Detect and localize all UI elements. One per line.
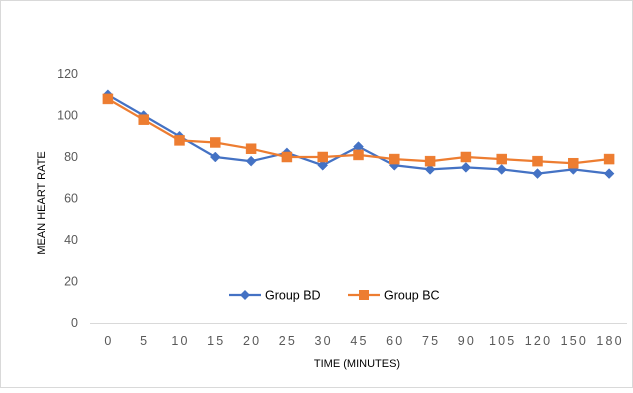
data-point-series-2	[174, 135, 185, 146]
legend-label: Group BC	[384, 289, 440, 303]
data-point-series-1	[424, 164, 436, 175]
data-point-series-2	[389, 153, 400, 165]
data-point-series-2	[424, 155, 436, 167]
x-tick-label: 75	[422, 334, 440, 348]
x-tick-label: 60	[386, 334, 404, 348]
x-tick-label: 90	[458, 334, 476, 348]
x-axis-title: TIME (MINUTES)	[314, 358, 400, 370]
x-tick-label: 180	[596, 334, 623, 348]
legend-item-2: Group BC	[348, 289, 440, 303]
legend-label: Group BD	[265, 289, 321, 303]
legend-item-1: Group BD	[229, 289, 321, 303]
x-tick-label: 25	[279, 334, 297, 348]
data-point-series-2	[138, 114, 149, 125]
series-layer	[102, 89, 615, 179]
legend-diamond-marker	[240, 290, 250, 300]
x-tick-label: 120	[525, 334, 552, 348]
y-tick-label: 120	[57, 67, 78, 81]
data-point-series-2	[245, 143, 257, 154]
x-tick-label: 10	[171, 334, 189, 348]
x-tick-label: 5	[140, 334, 149, 348]
y-tick-label: 80	[64, 150, 78, 164]
legend-square-marker	[359, 290, 369, 300]
x-tick-label: 30	[315, 334, 333, 348]
data-point-series-1	[460, 162, 472, 173]
data-point-series-1	[317, 159, 329, 171]
data-point-series-2	[210, 137, 221, 148]
data-point-series-2	[496, 153, 507, 165]
x-tick-label: 20	[243, 334, 261, 348]
data-point-series-2	[317, 151, 328, 163]
x-tick-label: 15	[207, 334, 225, 348]
axes: 0 20 40 60 80 100 120 0 5 10 15 20 25 30 45 60 75 90 105 12…	[57, 67, 627, 348]
data-point-series-2	[102, 93, 114, 105]
legend: Group BD Group BC	[229, 289, 440, 303]
data-point-series-2	[353, 149, 364, 161]
y-tick-label: 20	[64, 275, 78, 289]
data-point-series-1	[532, 168, 543, 179]
y-axis-title: MEAN HEART RATE	[36, 151, 48, 254]
data-point-series-1	[496, 164, 508, 175]
x-tick-label: 0	[104, 334, 113, 348]
data-point-series-2	[460, 151, 472, 163]
y-tick-label: 0	[71, 316, 78, 330]
y-tick-label: 100	[57, 109, 78, 123]
data-point-series-1	[209, 151, 221, 163]
x-tick-label: 105	[489, 334, 516, 348]
x-tick-label: 45	[350, 334, 368, 348]
data-point-series-2	[532, 155, 543, 167]
y-tick-label: 40	[64, 233, 78, 247]
data-point-series-2	[603, 153, 615, 165]
data-point-series-2	[281, 151, 293, 163]
y-tick-label: 60	[64, 192, 78, 206]
data-point-series-1	[245, 155, 257, 167]
data-point-series-1	[603, 168, 615, 179]
x-tick-label: 150	[561, 334, 588, 348]
data-point-series-2	[568, 157, 579, 169]
